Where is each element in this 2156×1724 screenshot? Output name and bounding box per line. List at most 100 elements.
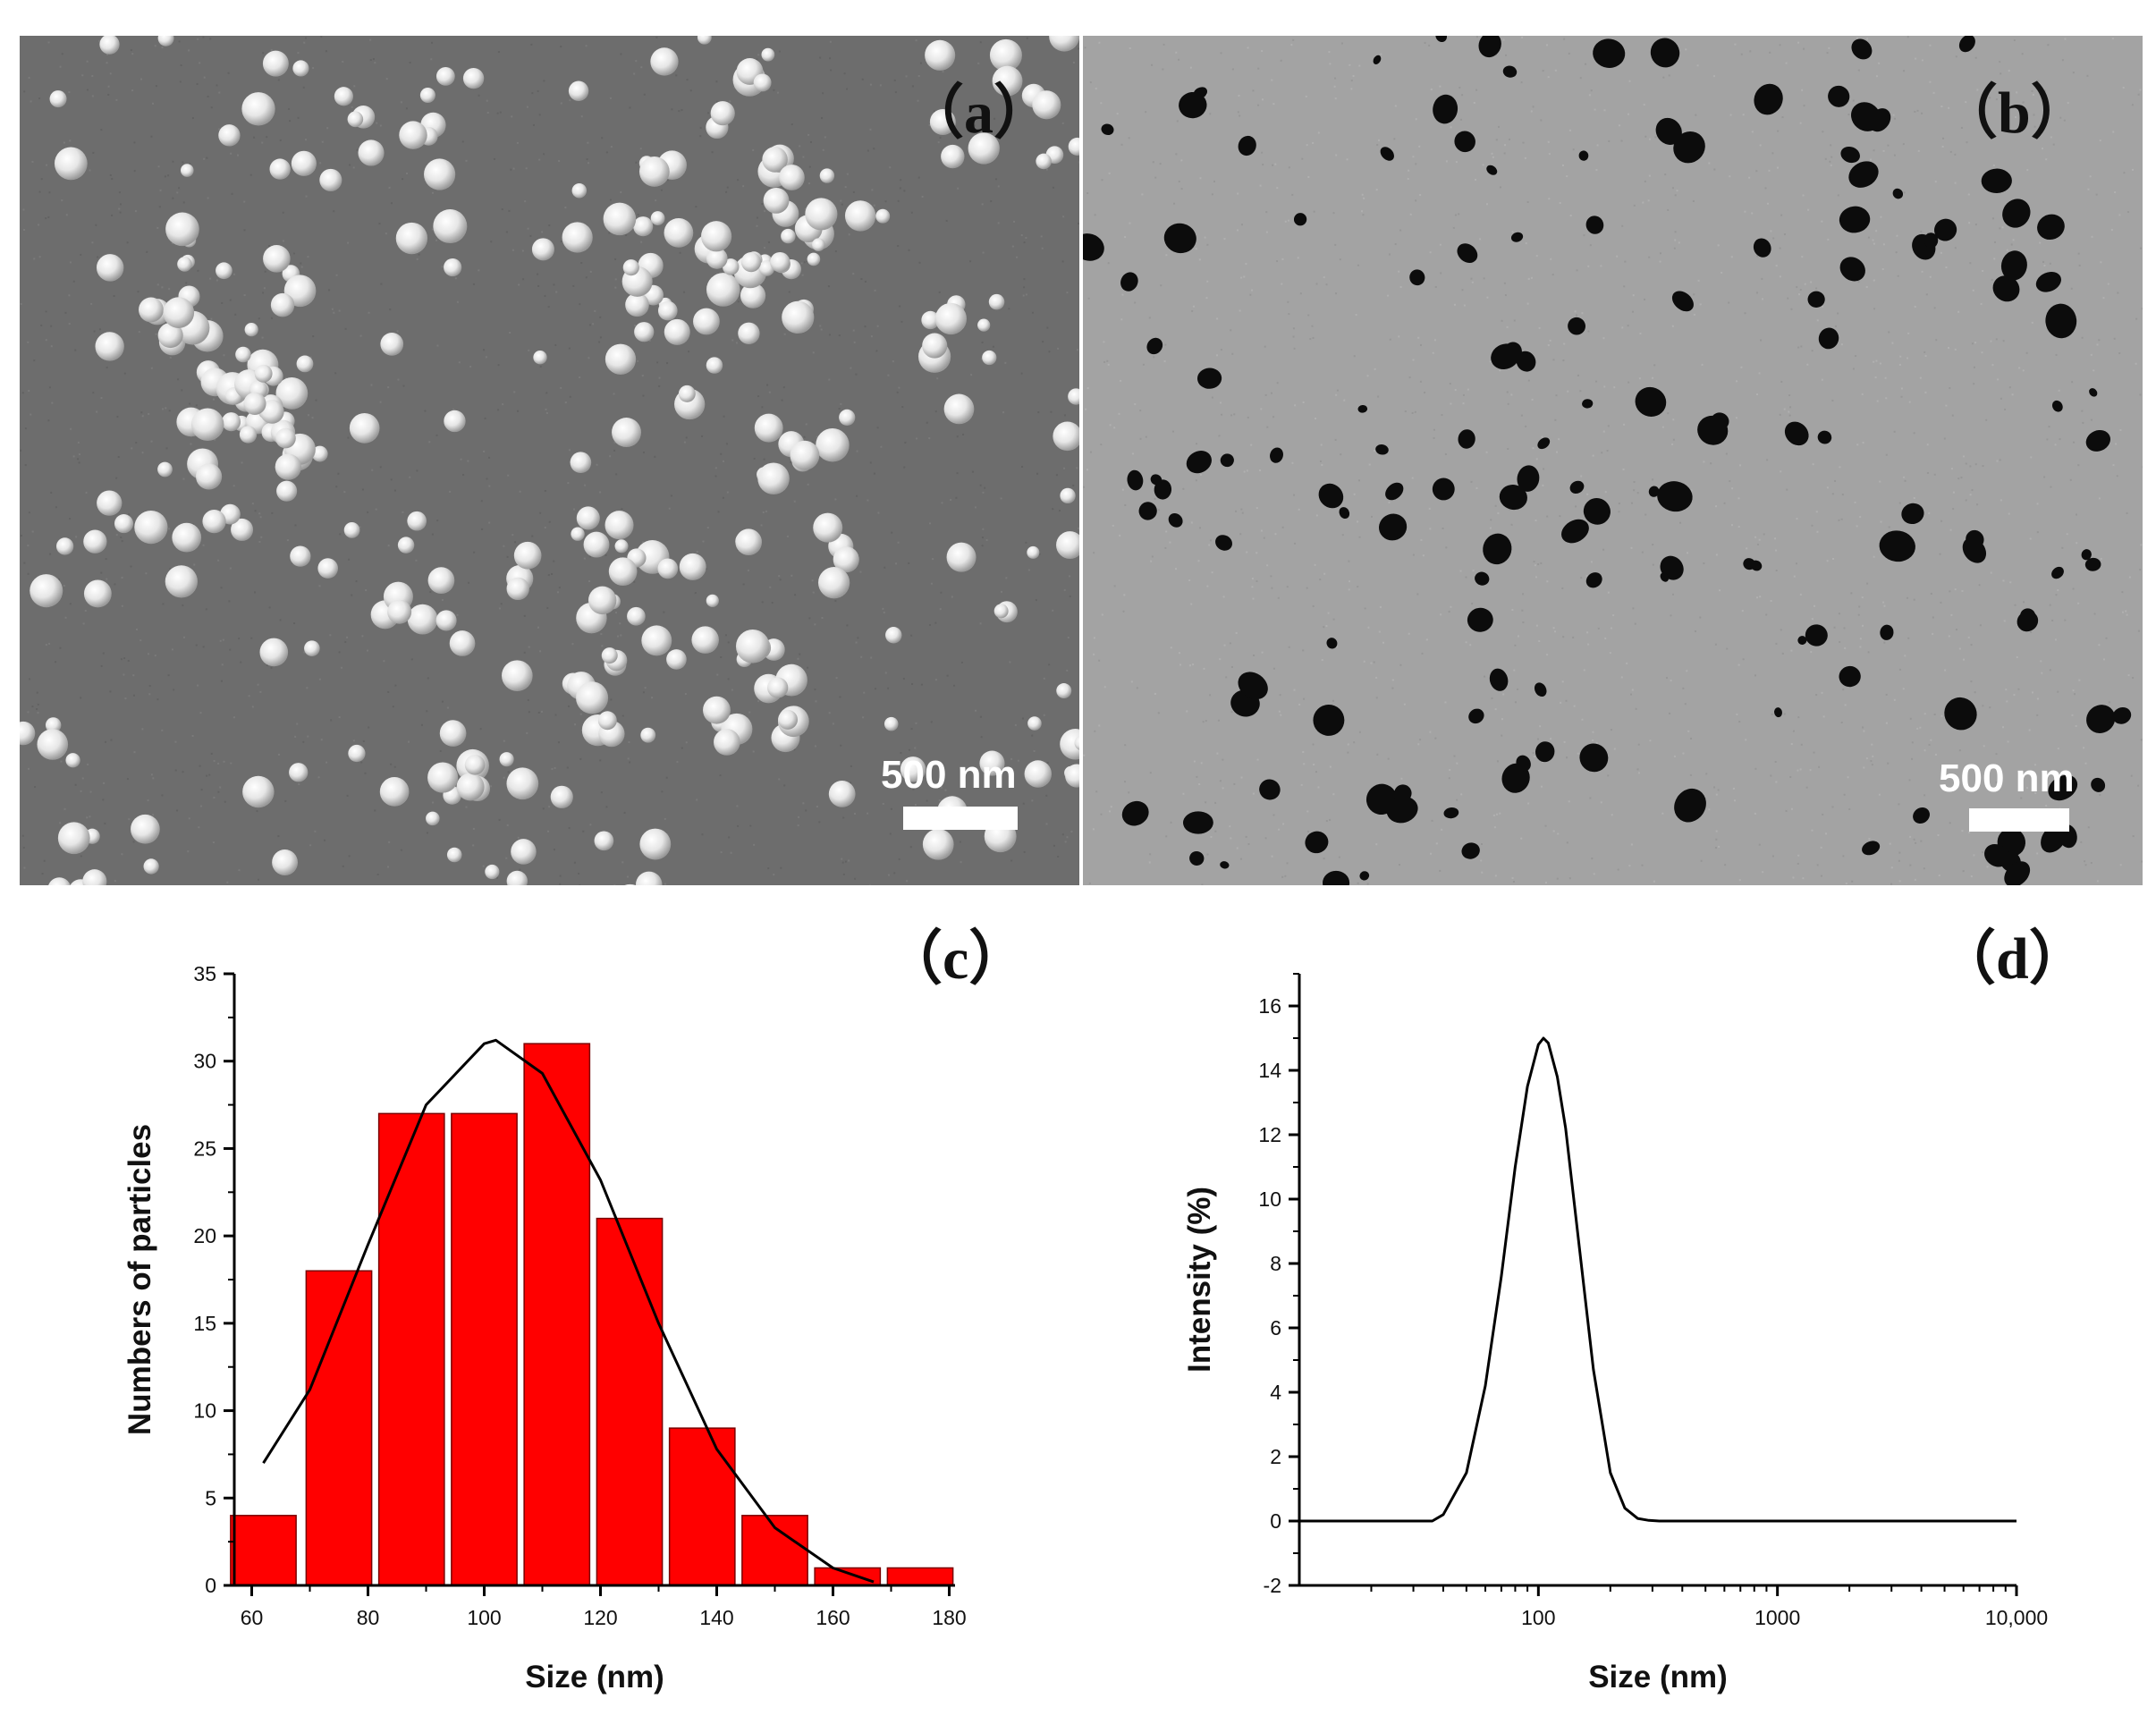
particle xyxy=(922,333,948,359)
particle xyxy=(635,871,663,885)
particle xyxy=(550,785,573,808)
particle xyxy=(929,108,956,135)
particle xyxy=(317,558,338,579)
particle xyxy=(1516,351,1536,372)
particle xyxy=(1168,512,1183,528)
particle xyxy=(2086,705,2116,733)
particle xyxy=(1457,243,1478,263)
particle xyxy=(1828,85,1850,107)
x-tick-label: 80 xyxy=(357,1606,380,1629)
particle xyxy=(83,579,112,608)
particle xyxy=(1923,232,1939,249)
particle xyxy=(608,557,638,587)
particle xyxy=(678,385,696,402)
particle xyxy=(114,514,134,534)
particle xyxy=(501,660,533,691)
particle xyxy=(816,427,850,462)
particle xyxy=(435,610,457,631)
particle xyxy=(216,262,233,280)
x-axis-title: Size (nm) xyxy=(525,1660,664,1694)
particle xyxy=(1357,404,1368,413)
particle xyxy=(1380,147,1394,161)
particle xyxy=(296,355,314,373)
particle xyxy=(2089,388,2098,397)
particle xyxy=(2091,777,2106,792)
particle xyxy=(770,251,791,273)
particle xyxy=(605,511,634,540)
particle xyxy=(2048,774,2078,801)
intensity-distribution-line xyxy=(1299,1036,2016,1523)
particle xyxy=(2045,303,2077,339)
particle xyxy=(691,626,719,654)
particle xyxy=(1483,533,1512,565)
particle xyxy=(1053,421,1079,452)
particle xyxy=(172,522,202,553)
particle xyxy=(979,750,1005,776)
particle xyxy=(96,254,124,282)
x-axis-title: Size (nm) xyxy=(1588,1660,1728,1694)
particle xyxy=(49,90,67,108)
particle xyxy=(269,158,291,180)
particle xyxy=(885,627,902,644)
particle xyxy=(82,869,107,885)
particle xyxy=(612,418,641,448)
particle xyxy=(1635,386,1667,417)
particle xyxy=(1754,83,1783,115)
particle xyxy=(1215,535,1232,551)
y-tick-label: 12 xyxy=(1258,1123,1281,1146)
particle xyxy=(1502,65,1518,78)
particle xyxy=(1805,624,1828,646)
particle xyxy=(1385,482,1404,501)
particle xyxy=(778,709,799,730)
particle xyxy=(706,357,723,374)
particle xyxy=(664,318,690,345)
particle xyxy=(1697,415,1729,445)
particle xyxy=(571,182,588,199)
size-histogram-chart: 0 5 10 15 20 25 30 35 60 80 100 120 140 160 180 Size (n… xyxy=(123,962,967,1694)
particle xyxy=(1568,317,1586,335)
particle xyxy=(304,640,320,656)
particle xyxy=(594,831,614,851)
axes-d xyxy=(1298,974,2016,1587)
particle xyxy=(1839,257,1865,282)
particle xyxy=(157,36,174,46)
particle xyxy=(934,302,968,335)
particle xyxy=(1743,558,1755,570)
particle xyxy=(439,720,467,747)
particle xyxy=(1818,327,1839,350)
particle xyxy=(533,351,547,365)
particle xyxy=(638,156,670,187)
particle xyxy=(1138,502,1157,520)
particle xyxy=(639,828,672,860)
particle xyxy=(605,343,637,375)
particle xyxy=(2112,706,2132,724)
particle xyxy=(1840,146,1860,164)
particle xyxy=(762,147,788,173)
particle xyxy=(2051,400,2063,412)
histogram-bar xyxy=(305,1270,373,1586)
histogram-bar xyxy=(596,1217,664,1586)
particle xyxy=(1561,519,1589,544)
particle xyxy=(1516,755,1531,772)
particle xyxy=(988,293,1005,310)
particle xyxy=(1583,498,1611,525)
particle xyxy=(763,187,790,214)
particle xyxy=(1409,269,1425,286)
particle xyxy=(706,594,719,607)
particle xyxy=(697,36,712,45)
particle xyxy=(358,139,385,166)
particle xyxy=(740,283,766,308)
particle xyxy=(1179,91,1207,119)
particle xyxy=(982,350,997,366)
particle xyxy=(833,546,859,573)
particle xyxy=(1065,764,1079,788)
particle xyxy=(781,228,796,244)
particle xyxy=(242,775,275,808)
particle xyxy=(275,427,296,449)
particle xyxy=(397,537,415,554)
particle xyxy=(177,257,192,272)
particle xyxy=(1753,238,1771,258)
particle xyxy=(666,649,687,670)
particle xyxy=(1068,388,1079,405)
panel-b-label: （b） xyxy=(1939,80,2090,146)
